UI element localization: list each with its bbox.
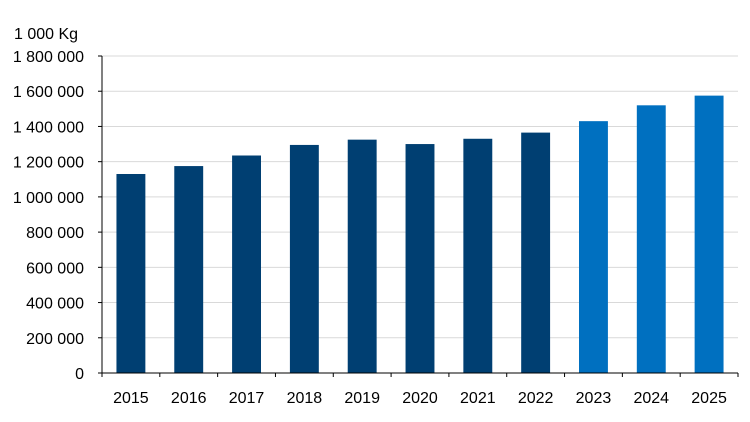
axes: [98, 55, 739, 377]
bar-2018: [289, 144, 319, 373]
y-tick-label: 800 000: [26, 225, 84, 242]
bar-2020: [405, 144, 435, 373]
bar-2017: [232, 155, 261, 373]
y-tick-label: 200 000: [26, 331, 84, 348]
y-tick-label: 1 800 000: [13, 49, 84, 66]
x-tick-label: 2025: [691, 390, 727, 407]
bar-2019: [347, 139, 377, 373]
bars: [116, 95, 724, 374]
y-unit-label: 1 000 Kg: [14, 26, 78, 43]
x-tick-label: 2024: [633, 390, 669, 407]
x-tick-label: 2020: [402, 390, 438, 407]
x-tick-label: 2023: [576, 390, 612, 407]
y-tick-labels: 0 200 000 400 000 600 000 800 000 1 000 000 1 …: [13, 49, 84, 383]
x-tick-labels: 2015 2016 2017 2018 2019 2020 2021 2022 2023 2024…: [113, 390, 727, 407]
x-tick-label: 2021: [460, 390, 496, 407]
bar-2024: [636, 105, 666, 374]
bar-2023: [579, 121, 608, 374]
x-tick-label: 2017: [229, 390, 265, 407]
bar-2016: [174, 166, 204, 373]
bar-2015: [116, 173, 146, 373]
bar-2021: [463, 138, 493, 373]
bar-2022: [521, 132, 551, 373]
y-tick-label: 1 000 000: [13, 190, 84, 207]
y-tick-label: 600 000: [26, 260, 84, 277]
x-tick-label: 2015: [113, 390, 149, 407]
y-tick-label: 0: [75, 366, 84, 383]
x-tick-label: 2019: [344, 390, 380, 407]
x-tick-label: 2022: [518, 390, 554, 407]
x-tick-label: 2018: [287, 390, 323, 407]
y-tick-label: 1 600 000: [13, 84, 84, 101]
y-tick-label: 400 000: [26, 296, 84, 313]
y-tick-label: 1 200 000: [13, 155, 84, 172]
y-tick-label: 1 400 000: [13, 119, 84, 136]
bar-2025: [694, 95, 724, 373]
x-tick-label: 2016: [171, 390, 207, 407]
